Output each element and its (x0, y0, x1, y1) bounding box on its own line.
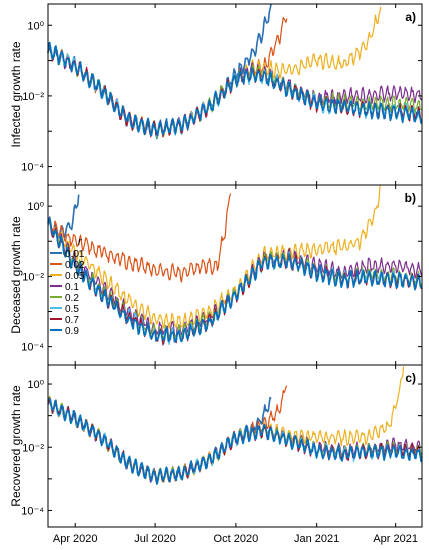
panel-label: a) (405, 10, 416, 24)
series-line-r-0_05 (47, 366, 405, 485)
y-tick-label: 10⁻² (22, 442, 44, 454)
legend-label-r-0_05: 0.05 (65, 271, 85, 282)
legend-label-r-0_2: 0.2 (65, 293, 79, 304)
x-axis: Apr 2020 Jul 2020 Oct 2020 Jan 2021 Apr 2021 (53, 533, 418, 545)
y-tick-label: 10⁻⁴ (21, 505, 44, 517)
legend-label-r-0_01: 0.01 (65, 249, 85, 260)
panel-label: c) (405, 371, 416, 385)
series-line-r-0_05 (47, 184, 382, 329)
legend: r0.010.020.050.10.20.50.70.9 (50, 236, 85, 337)
y-tick-label: 10⁰ (27, 20, 44, 32)
x-tick-label: Jul 2020 (134, 533, 176, 545)
y-axis-label: Infected growth rate (9, 41, 23, 147)
y-tick-label: 10⁰ (27, 379, 44, 391)
series-line-r-0_9 (47, 218, 423, 343)
legend-label-r-0_7: 0.7 (65, 315, 79, 326)
y-axis-label: Recovered growth rate (9, 385, 23, 507)
series-line-r-0_9 (47, 41, 423, 137)
y-tick-label: 10⁻⁴ (21, 342, 44, 354)
y-tick-label: 10⁰ (27, 201, 44, 213)
legend-label-r-0_5: 0.5 (65, 304, 79, 315)
panel-a: 10⁰ 10⁻² 10⁻⁴ a) Infected growth rate (9, 3, 423, 186)
series-line-r-0_02 (47, 193, 232, 283)
legend-label-r-0_1: 0.1 (65, 282, 79, 293)
panel-c: 10⁰ 10⁻² 10⁻⁴ c) Recovered growth rate (9, 364, 423, 528)
y-tick-label: 10⁻² (22, 91, 44, 103)
x-tick-label: Jan 2021 (294, 533, 339, 545)
x-tick-label: Oct 2020 (214, 533, 259, 545)
panel-label: b) (405, 191, 416, 205)
axes-frame (47, 364, 423, 528)
series-line-r-0_05 (47, 6, 382, 138)
y-axis-label: Deceased growth rate (9, 216, 23, 334)
y-tick-label: 10⁻⁴ (21, 162, 44, 174)
x-tick-label: Apr 2021 (373, 533, 418, 545)
y-tick-label: 10⁻² (22, 271, 44, 283)
legend-label-r-0_02: 0.02 (65, 260, 85, 271)
series-line-r-0_9 (47, 398, 423, 485)
legend-title: r (78, 236, 83, 248)
legend-label-r-0_9: 0.9 (65, 326, 79, 337)
x-tick-label: Apr 2020 (53, 533, 98, 545)
